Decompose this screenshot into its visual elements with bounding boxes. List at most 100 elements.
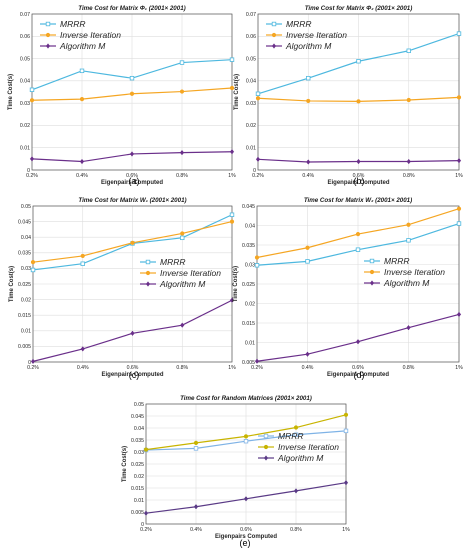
chart-c: 0 0.005 0.01 0.015 0.02 0.025 0.03 0.035 0.04 0.0… [9, 197, 236, 380]
data-point [355, 339, 361, 345]
y-tick-label: 0.04 [20, 79, 30, 85]
x-tick-label: 0.2% [26, 173, 38, 179]
chart-e: 0 0.005 0.01 0.015 0.02 0.025 0.03 0.035 0.04 0.0… [122, 395, 350, 548]
data-point [456, 311, 462, 318]
data-point [79, 68, 85, 74]
x-tick-label: 0.2% [252, 173, 264, 179]
y-tick-label: 0.02 [21, 297, 31, 303]
data-point [255, 96, 261, 101]
data-point [406, 158, 411, 165]
legend-entry: MRRR [286, 19, 312, 29]
data-point [229, 212, 235, 217]
legend-entry: MRRR [160, 257, 186, 267]
y-tick-label: 0.015 [18, 313, 31, 319]
data-point [306, 98, 311, 104]
y-axis-label: Time Cost(s) [8, 74, 14, 110]
legend-marker [45, 43, 51, 49]
data-point [30, 358, 36, 365]
x-tick-label: 0.8% [403, 173, 415, 179]
x-tick-label: 0.6% [126, 173, 138, 179]
data-point [406, 324, 411, 331]
data-point [30, 260, 36, 265]
data-point [30, 267, 36, 273]
x-tick-label: 0.4% [77, 365, 89, 371]
plot-area [32, 205, 233, 363]
legend-entry: MRRR [60, 19, 86, 29]
x-tick-label: 0.4% [302, 365, 314, 371]
data-point [229, 57, 235, 62]
y-tick-label: 0.03 [20, 101, 30, 107]
y-tick-label: 0.04 [246, 79, 256, 85]
data-point [355, 247, 361, 252]
legend-entry: Algorithm M [285, 41, 332, 51]
y-tick-label: 0.07 [246, 12, 256, 18]
y-tick-label: 0 [141, 522, 144, 528]
legend-entry: Algorithm M [277, 453, 324, 463]
y-axis-label: Time Cost(s) [233, 266, 239, 302]
chart-title: Time Cost for Random Matrices (2001× 200… [180, 395, 312, 402]
data-point [305, 351, 310, 357]
chart-a: 0 0.01 0.02 0.03 0.04 0.05 0.06 0.07 0.2% 0.4% 0.6… [8, 5, 236, 186]
data-point [243, 496, 249, 502]
y-tick-label: 0.02 [245, 301, 255, 307]
x-tick-label: 0.6% [127, 365, 139, 371]
plot-area [256, 205, 460, 363]
legend-marker [45, 21, 51, 27]
x-tick-label: 0.8% [290, 527, 302, 533]
legend-marker [263, 433, 269, 439]
subfigure-caption: (b) [354, 176, 365, 186]
data-point [406, 97, 411, 103]
data-point [356, 158, 361, 165]
x-tick-label: 0.2% [140, 527, 152, 533]
legend-marker [271, 43, 277, 49]
y-tick-label: 0.035 [131, 438, 144, 444]
y-tick-label: 0.035 [18, 251, 31, 257]
legend-marker [369, 258, 375, 264]
x-tick-label: 0.8% [176, 365, 188, 371]
y-tick-label: 0.02 [20, 123, 30, 129]
x-tick-label: 1% [455, 365, 463, 371]
legend-entry: Inverse Iteration [160, 268, 221, 278]
legend-marker [45, 32, 51, 38]
y-tick-label: 0.01 [134, 498, 144, 504]
legend-marker [271, 21, 277, 27]
data-point [29, 87, 35, 92]
legend-marker [263, 455, 269, 461]
y-tick-label: 0.01 [21, 329, 31, 335]
x-tick-label: 0.4% [302, 173, 314, 179]
x-axis-label: Eigenpairs Computed [215, 534, 277, 540]
y-tick-label: 0.05 [246, 56, 256, 62]
y-tick-label: 0.05 [134, 402, 144, 408]
y-tick-label: 0.025 [242, 282, 255, 288]
chart-d: 0.005 0.01 0.015 0.02 0.025 0.03 0.035 0.04 0.04… [233, 197, 463, 380]
x-axis-label: Eigenpairs Computed [101, 372, 163, 378]
x-tick-label: 0.2% [27, 365, 39, 371]
data-point [193, 504, 199, 510]
data-point [356, 99, 361, 104]
x-tick-label: 0.6% [352, 365, 364, 371]
chart-title: Time Cost for Matrix W₂ (2001× 2001) [304, 197, 412, 204]
chart-title: Time Cost for Matrix Φ₂ (2001× 2001) [305, 5, 413, 12]
data-point [356, 59, 361, 64]
y-tick-label: 0.005 [18, 344, 31, 350]
y-tick-label: 0 [253, 168, 256, 174]
data-point [193, 446, 199, 451]
plot-area [145, 403, 347, 525]
y-tick-label: 0.015 [242, 321, 255, 327]
y-tick-label: 0.005 [242, 360, 255, 366]
y-tick-label: 0.04 [245, 223, 255, 229]
y-tick-label: 0.07 [20, 12, 30, 18]
data-point [180, 231, 185, 236]
data-point [179, 89, 185, 94]
data-point [29, 98, 35, 103]
subfigure-caption: (c) [129, 370, 140, 380]
legend-entry: Inverse Iteration [278, 442, 339, 452]
data-point [143, 447, 149, 452]
y-tick-label: 0.025 [18, 282, 31, 288]
y-tick-label: 0.045 [18, 219, 31, 225]
data-point [254, 263, 260, 268]
y-tick-label: 0.03 [21, 266, 31, 272]
